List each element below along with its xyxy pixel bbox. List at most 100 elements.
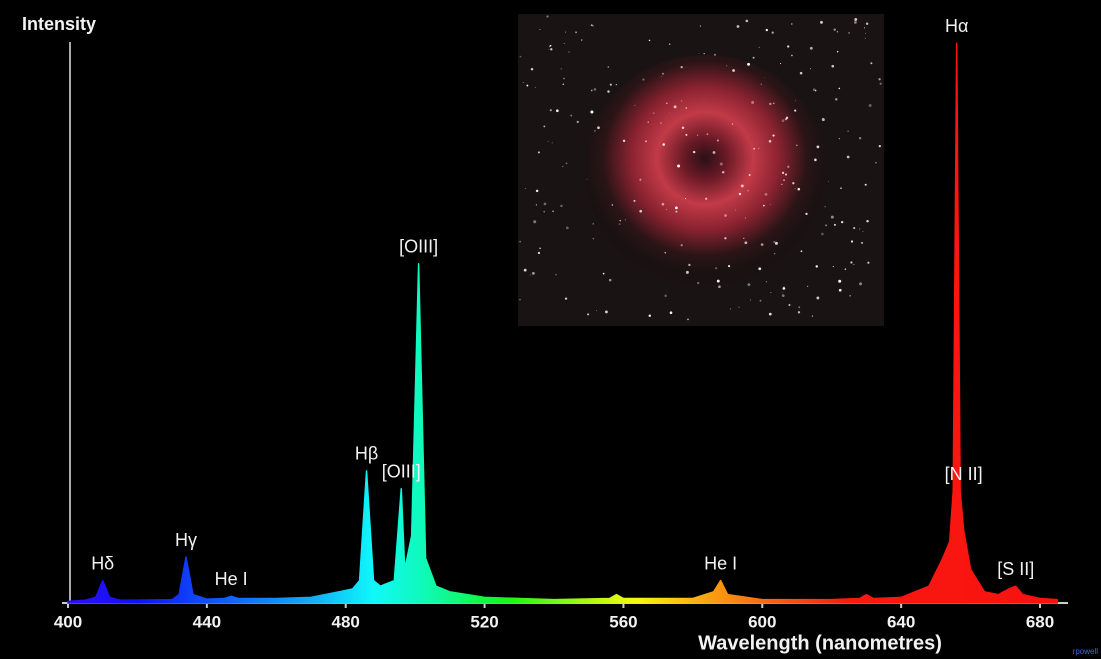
star <box>769 103 771 105</box>
peak-label: Hβ <box>355 444 378 464</box>
star <box>798 311 800 313</box>
star <box>681 100 682 101</box>
star <box>848 32 850 34</box>
star <box>849 295 851 297</box>
star <box>669 43 670 44</box>
star <box>610 84 612 86</box>
credit: rpowell <box>1073 647 1099 656</box>
star <box>851 240 853 242</box>
star <box>835 98 837 100</box>
star <box>562 83 564 85</box>
star <box>686 271 689 274</box>
peak-label: [OIII] <box>399 237 438 257</box>
star <box>786 117 788 119</box>
star <box>839 138 840 139</box>
star <box>688 264 690 266</box>
star <box>816 297 819 300</box>
peak-label: Hα <box>945 16 968 36</box>
star <box>681 244 683 246</box>
star <box>792 182 794 184</box>
star <box>805 213 807 215</box>
star <box>867 262 869 264</box>
star <box>831 65 834 68</box>
star <box>831 216 834 219</box>
star <box>751 101 754 104</box>
star <box>597 126 600 129</box>
star <box>853 264 854 265</box>
star <box>817 146 820 149</box>
star <box>563 78 565 80</box>
star <box>865 33 866 34</box>
star <box>773 241 775 243</box>
star <box>748 283 751 286</box>
star <box>879 145 881 147</box>
star <box>590 111 593 114</box>
star <box>666 209 667 210</box>
star <box>594 130 595 131</box>
star <box>821 233 824 236</box>
star <box>666 103 668 105</box>
star <box>859 282 862 285</box>
star <box>670 311 673 314</box>
star <box>753 57 755 59</box>
star <box>769 140 772 143</box>
star <box>795 188 796 189</box>
peak-label: Hδ <box>91 553 114 573</box>
star <box>634 105 635 106</box>
star <box>526 85 528 87</box>
star <box>645 140 647 142</box>
star <box>749 174 751 176</box>
star <box>596 310 597 311</box>
star <box>538 252 540 254</box>
star <box>633 200 635 202</box>
star <box>758 148 759 149</box>
star <box>737 25 740 28</box>
star <box>530 274 531 275</box>
x-tick-label: 520 <box>470 612 498 631</box>
star <box>850 261 852 263</box>
star <box>607 90 609 92</box>
star <box>847 130 849 132</box>
star <box>565 32 566 33</box>
star <box>732 69 735 72</box>
star <box>591 24 593 26</box>
star <box>566 162 568 164</box>
star <box>720 163 723 166</box>
nebula-image <box>518 14 884 326</box>
star <box>810 68 811 69</box>
star <box>685 198 686 199</box>
star <box>523 82 524 83</box>
star <box>549 49 550 50</box>
star <box>761 243 764 246</box>
star <box>674 105 677 108</box>
star <box>524 269 527 272</box>
star <box>686 107 687 108</box>
star <box>774 253 775 254</box>
star <box>833 266 834 267</box>
star <box>570 115 572 117</box>
star <box>548 141 549 142</box>
star <box>560 205 562 207</box>
x-tick-label: 480 <box>332 612 360 631</box>
star <box>761 84 762 85</box>
star <box>810 47 813 50</box>
star <box>649 315 651 317</box>
star <box>859 137 861 139</box>
star <box>539 29 540 30</box>
star <box>550 45 552 47</box>
star <box>741 184 744 187</box>
star <box>782 172 784 174</box>
star <box>791 55 793 57</box>
star <box>519 241 521 243</box>
star <box>575 31 577 33</box>
star <box>747 190 749 192</box>
star <box>605 310 608 313</box>
star <box>642 78 644 80</box>
star <box>565 297 567 299</box>
star <box>772 31 774 33</box>
star <box>744 241 747 244</box>
star <box>705 198 707 200</box>
star <box>781 184 782 185</box>
star <box>750 300 751 301</box>
star <box>594 88 597 91</box>
